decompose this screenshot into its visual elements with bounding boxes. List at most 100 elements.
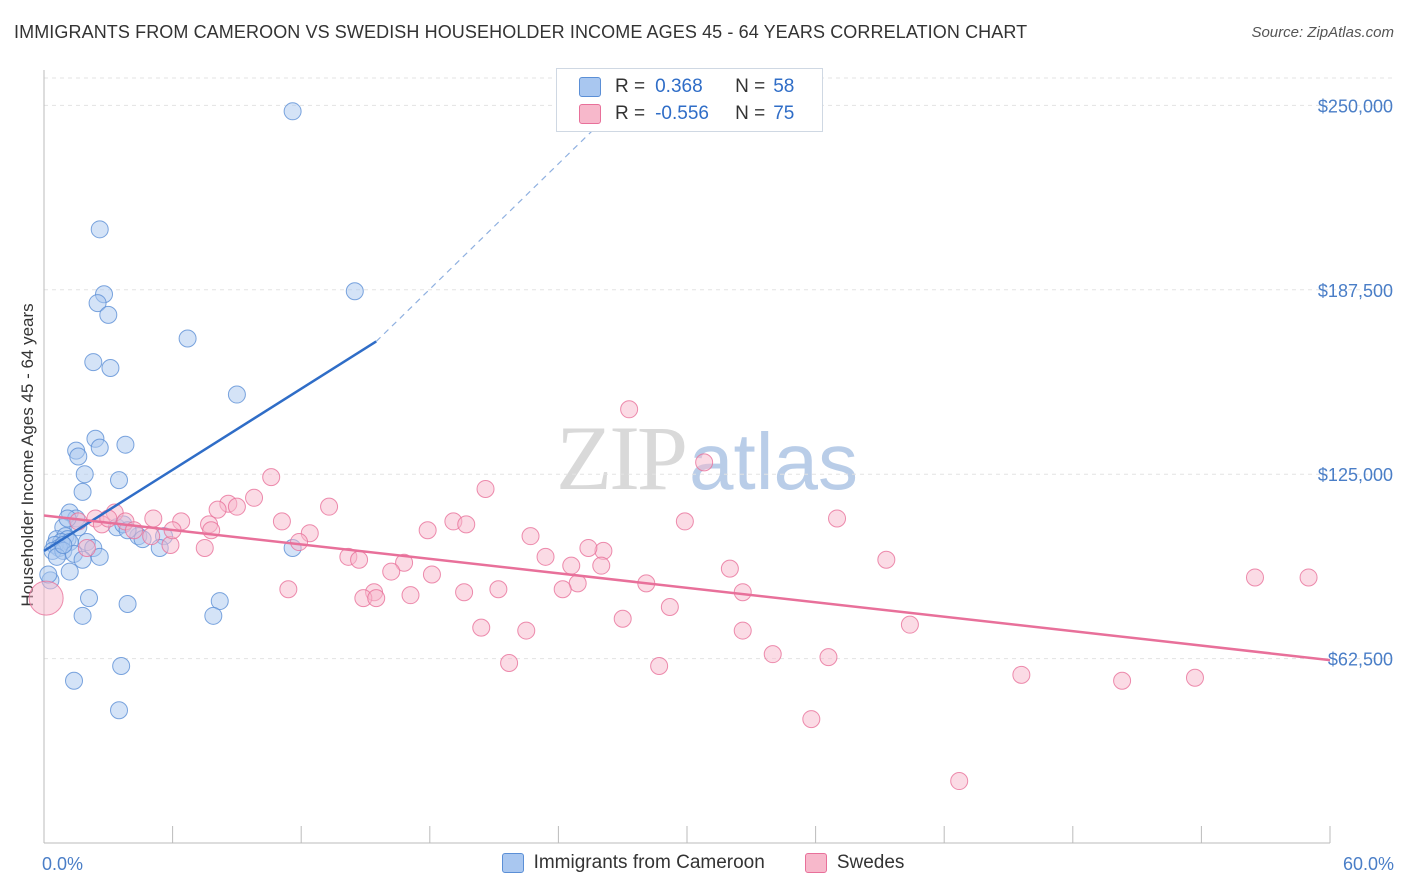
cameroon-point [99,305,118,324]
cameroon-point [65,671,84,690]
cameroon-point [101,358,120,377]
swedes-point [476,479,495,498]
y-tick-label: $187,500 [1318,281,1393,301]
swedes-point [620,400,639,419]
stats-row-swedes: R = -0.556 N = 75 [579,102,794,126]
stats-r-label: R = [615,76,646,97]
swedes-point [1012,665,1031,684]
swedes-point [401,586,420,605]
cameroon-point [227,385,246,404]
swedes-trendline [43,514,1331,662]
source-label: Source: ZipAtlas.com [1251,24,1394,41]
swedes-point [1299,568,1318,587]
swedes-point [382,562,401,581]
swedes-point [457,515,476,534]
swedes-point [161,536,180,555]
swedes-point [279,580,298,599]
cameroon-point [73,606,92,625]
swedes-point [802,710,821,729]
swedes-point [28,580,64,616]
chart-title: IMMIGRANTS FROM CAMEROON VS SWEDISH HOUS… [14,22,1028,42]
swedes-point [500,654,519,673]
cameroon-point [110,701,129,720]
swedes-point [819,648,838,667]
legend-item-swedes[interactable]: Swedes [804,852,905,874]
swedes-point [227,497,246,516]
swedes-point [553,580,572,599]
legend: Immigrants from Cameroon Swedes [0,852,1406,874]
cameroon-point [73,482,92,501]
stats-n-value: 58 [773,76,795,97]
swedes-point [900,615,919,634]
swedes-point [418,521,437,540]
swedes-point [489,580,508,599]
cameroon-point [204,606,223,625]
legend-label-cameroon: Immigrants from Cameroon [533,852,765,873]
swedes-point [675,512,694,531]
stats-swatch-cameroon [579,77,601,97]
swedes-point [320,497,339,516]
stats-n-value: 75 [773,103,795,124]
cameroon-point [90,547,109,566]
cameroon-point [90,220,109,239]
swedes-point [472,618,491,637]
cameroon-point [345,282,364,301]
y-tick-label: $62,500 [1328,650,1393,670]
swedes-point [69,512,88,531]
swedes-point [144,509,163,528]
swedes-point [142,527,161,546]
swedes-point [521,527,540,546]
swedes-point [245,488,264,507]
cameroon-point [84,353,103,372]
cameroon-trendline-extension [375,90,634,342]
swedes-point [1185,668,1204,687]
swedes-point [613,609,632,628]
cameroon-point [283,102,302,121]
y-tick-label: $125,000 [1318,465,1393,485]
watermark-zip: ZIP [556,407,688,509]
legend-swatch-swedes [804,853,827,873]
swedes-point [1113,671,1132,690]
stats-n-label: N = [735,76,766,97]
legend-label-swedes: Swedes [836,852,905,873]
swedes-point [77,538,96,557]
stats-n-label: N = [735,103,766,124]
swedes-point [272,512,291,531]
swedes-point [517,621,536,640]
swedes-point [650,656,669,675]
swedes-point [455,583,474,602]
stats-r-value: 0.368 [655,76,703,97]
legend-swatch-cameroon [501,853,524,873]
stats-r-value: -0.556 [655,103,709,124]
swedes-point [562,556,581,575]
cameroon-point [60,562,79,581]
swedes-point [828,509,847,528]
cameroon-point [112,656,131,675]
swedes-point [208,500,227,519]
swedes-point [536,547,555,566]
swedes-point [262,468,281,487]
swedes-point [395,553,414,572]
cameroon-point [118,595,137,614]
swedes-point [367,589,386,608]
swedes-point [1245,568,1264,587]
x-tick-label: 0.0% [42,854,83,874]
stats-row-cameroon: R = 0.368 N = 58 [579,75,794,99]
legend-item-cameroon[interactable]: Immigrants from Cameroon [501,852,765,874]
watermark-atlas: atlas [689,417,858,506]
cameroon-point [69,447,88,466]
swedes-point [594,541,613,560]
cameroon-point [75,465,94,484]
swedes-point [592,556,611,575]
swedes-point [579,538,598,557]
y-tick-label: $250,000 [1318,96,1393,116]
x-tick-label: 60.0% [1343,854,1394,874]
swedes-point [350,550,369,569]
cameroon-point [178,329,197,348]
swedes-point [290,533,309,552]
swedes-point [950,772,969,791]
swedes-point [422,565,441,584]
cameroon-point [80,589,99,608]
cameroon-point [39,565,58,584]
